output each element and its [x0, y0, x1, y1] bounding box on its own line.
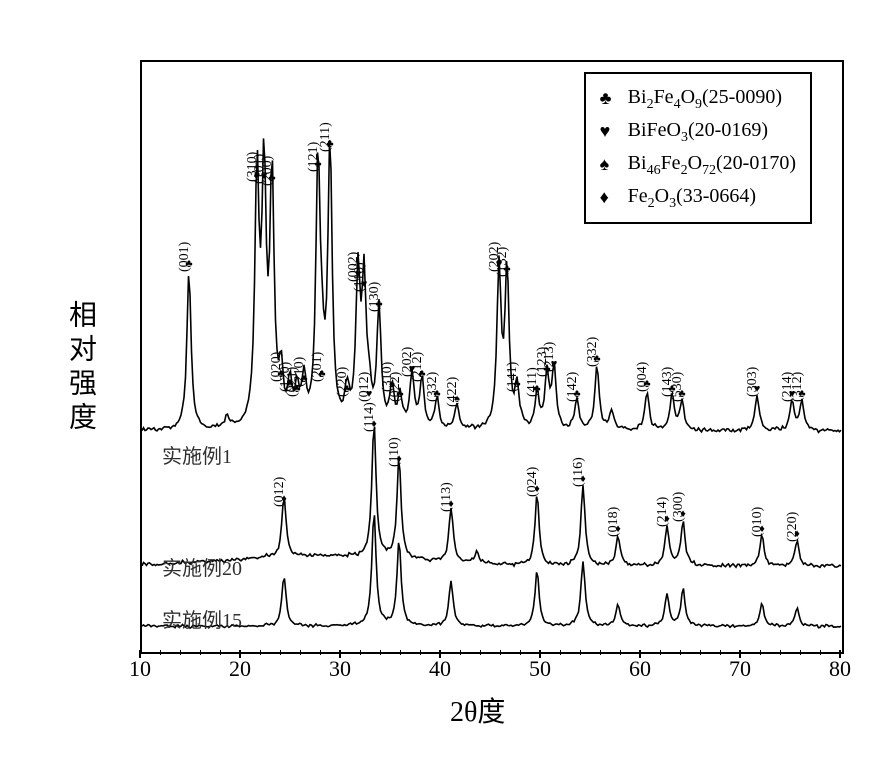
peak-miller-index: (110): [387, 437, 403, 467]
x-tick-minor: [180, 650, 181, 655]
legend-item: ♣ Bi2Fe4O9(25-0090): [600, 82, 796, 115]
x-tick-minor: [780, 650, 781, 655]
peak-miller-index: (210): [292, 357, 308, 387]
x-tick-minor: [500, 650, 501, 655]
peak-miller-index: (300): [671, 492, 687, 522]
legend-label: Bi46Fe2O72(20-0170): [628, 148, 796, 181]
x-tick-minor: [760, 650, 761, 655]
legend-item: ♠ Bi46Fe2O72(20-0170): [600, 148, 796, 181]
x-axis-label: 2θ度: [450, 690, 505, 730]
x-tick-minor: [480, 650, 481, 655]
peak-miller-index: (212): [410, 352, 426, 382]
y-axis-label: 相对强度: [60, 300, 100, 436]
x-tick: [639, 650, 641, 658]
peak-miller-index: (141): [505, 362, 521, 392]
peak-miller-index: (130): [367, 282, 383, 312]
peak-miller-index: (422): [445, 377, 461, 407]
x-tick-label: 20: [229, 656, 251, 682]
peak-miller-index: (332): [425, 372, 441, 402]
peak-miller-index: (211): [318, 122, 334, 152]
legend: ♣ Bi2Fe4O9(25-0090) ♥ BiFeO3(20-0169) ♠ Bi46F…: [584, 72, 812, 224]
peak-miller-index: (303): [745, 367, 761, 397]
legend-symbol: ♣: [600, 85, 620, 112]
peak-miller-index: (312): [790, 372, 806, 402]
xrd-trace: [142, 515, 841, 628]
trace-label: 实施例1: [162, 440, 232, 469]
x-tick-label: 30: [329, 656, 351, 682]
peak-miller-index: (220): [335, 367, 351, 397]
x-tick-minor: [300, 650, 301, 655]
legend-item: ♥ BiFeO3(20-0169): [600, 115, 796, 148]
x-tick-minor: [380, 650, 381, 655]
x-tick: [439, 650, 441, 658]
legend-item: ♦ Fe2O3(33-0664): [600, 181, 796, 214]
peak-miller-index: (214): [655, 497, 671, 527]
legend-symbol: ♦: [600, 184, 620, 211]
x-tick-minor: [600, 650, 601, 655]
peak-miller-index: (200): [260, 156, 276, 186]
x-tick: [739, 650, 741, 658]
peak-miller-index: (332): [585, 337, 601, 367]
x-tick-minor: [160, 650, 161, 655]
peak-miller-index: (004): [635, 362, 651, 392]
peak-miller-index: (110): [352, 262, 368, 292]
legend-label: Bi2Fe4O9(25-0090): [628, 82, 782, 115]
x-tick: [139, 650, 141, 658]
peak-miller-index: (213): [542, 342, 558, 372]
legend-symbol: ♥: [600, 118, 620, 145]
x-tick-minor: [280, 650, 281, 655]
x-tick-minor: [580, 650, 581, 655]
x-tick-minor: [520, 650, 521, 655]
trace-label: 实施例15: [162, 604, 242, 633]
x-tick-minor: [560, 650, 561, 655]
x-tick-minor: [820, 650, 821, 655]
x-tick: [839, 650, 841, 658]
x-tick-minor: [360, 650, 361, 655]
x-tick-minor: [320, 650, 321, 655]
x-tick-minor: [200, 650, 201, 655]
xrd-trace: [142, 427, 841, 568]
peak-miller-index: (010): [750, 507, 766, 537]
plot-area: ♣ Bi2Fe4O9(25-0090) ♥ BiFeO3(20-0169) ♠ Bi46F…: [140, 60, 844, 654]
x-tick-minor: [720, 650, 721, 655]
x-tick-minor: [420, 650, 421, 655]
x-tick-minor: [400, 650, 401, 655]
peak-miller-index: (142): [565, 372, 581, 402]
peak-miller-index: (114): [362, 402, 378, 432]
xrd-chart: 相对强度 2θ度 ♣ Bi2Fe4O9(25-0090) ♥ BiFeO3(20-01…: [20, 20, 884, 742]
peak-miller-index: (001): [177, 242, 193, 272]
x-tick-minor: [260, 650, 261, 655]
x-tick-label: 70: [729, 656, 751, 682]
peak-miller-index: (132): [495, 247, 511, 277]
x-tick-label: 80: [829, 656, 851, 682]
x-tick: [539, 650, 541, 658]
peak-miller-index: (530): [670, 372, 686, 402]
peak-miller-index: (201): [310, 352, 326, 382]
peak-miller-index: (012): [272, 477, 288, 507]
x-tick-label: 10: [129, 656, 151, 682]
peak-miller-index: (113): [439, 482, 455, 512]
x-tick-minor: [680, 650, 681, 655]
x-tick-minor: [800, 650, 801, 655]
legend-symbol: ♠: [600, 151, 620, 178]
x-tick-label: 50: [529, 656, 551, 682]
x-tick-minor: [700, 650, 701, 655]
x-tick: [339, 650, 341, 658]
trace-label: 实施例20: [162, 552, 242, 581]
peak-miller-index: (220): [785, 512, 801, 542]
x-tick-label: 60: [629, 656, 651, 682]
x-tick: [239, 650, 241, 658]
x-tick-minor: [220, 650, 221, 655]
peak-miller-index: (116): [571, 457, 587, 487]
x-tick-minor: [460, 650, 461, 655]
peak-miller-index: (024): [525, 467, 541, 497]
legend-label: BiFeO3(20-0169): [628, 115, 768, 148]
peak-miller-index: (012): [357, 372, 373, 402]
legend-label: Fe2O3(33-0664): [628, 181, 756, 214]
x-tick-label: 40: [429, 656, 451, 682]
x-tick-minor: [660, 650, 661, 655]
x-tick-minor: [620, 650, 621, 655]
peak-miller-index: (018): [606, 507, 622, 537]
